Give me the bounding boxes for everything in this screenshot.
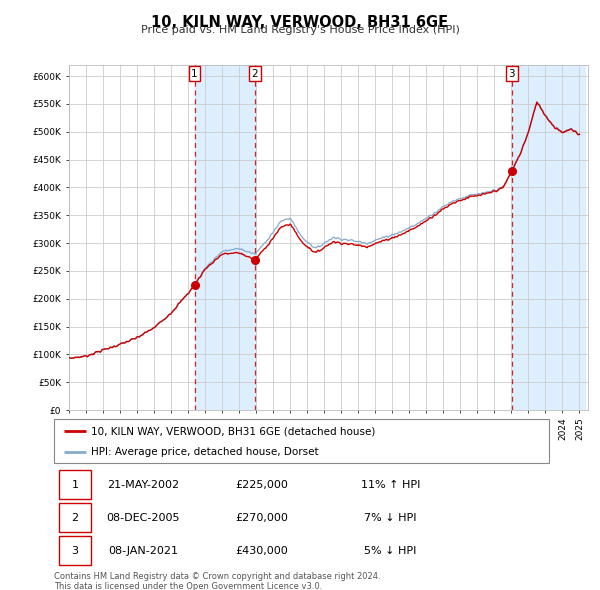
Text: 2: 2 (251, 68, 259, 78)
Text: 10, KILN WAY, VERWOOD, BH31 6GE: 10, KILN WAY, VERWOOD, BH31 6GE (151, 15, 449, 30)
Bar (512, 65, 584, 410)
Text: HPI: Average price, detached house, Dorset: HPI: Average price, detached house, Dors… (91, 447, 319, 457)
Text: 08-DEC-2005: 08-DEC-2005 (106, 513, 180, 523)
Bar (59, 536, 91, 565)
Text: 2: 2 (71, 513, 79, 523)
Text: 08-JAN-2021: 08-JAN-2021 (108, 546, 178, 556)
Text: 3: 3 (508, 68, 515, 78)
Text: 7% ↓ HPI: 7% ↓ HPI (364, 513, 417, 523)
Text: 1: 1 (191, 68, 198, 78)
Text: £430,000: £430,000 (236, 546, 288, 556)
Text: 3: 3 (71, 546, 79, 556)
Text: Price paid vs. HM Land Registry's House Price Index (HPI): Price paid vs. HM Land Registry's House … (140, 25, 460, 35)
Text: This data is licensed under the Open Government Licence v3.0.: This data is licensed under the Open Gov… (54, 582, 322, 590)
Text: Contains HM Land Registry data © Crown copyright and database right 2024.: Contains HM Land Registry data © Crown c… (54, 572, 380, 581)
Bar (194, 65, 255, 410)
Text: 5% ↓ HPI: 5% ↓ HPI (364, 546, 417, 556)
Text: 1: 1 (71, 480, 79, 490)
Text: 10, KILN WAY, VERWOOD, BH31 6GE (detached house): 10, KILN WAY, VERWOOD, BH31 6GE (detache… (91, 427, 376, 436)
Text: 21-MAY-2002: 21-MAY-2002 (107, 480, 179, 490)
Text: 11% ↑ HPI: 11% ↑ HPI (361, 480, 420, 490)
Bar (59, 503, 91, 532)
Bar (59, 470, 91, 499)
Text: £225,000: £225,000 (235, 480, 289, 490)
Text: £270,000: £270,000 (235, 513, 289, 523)
